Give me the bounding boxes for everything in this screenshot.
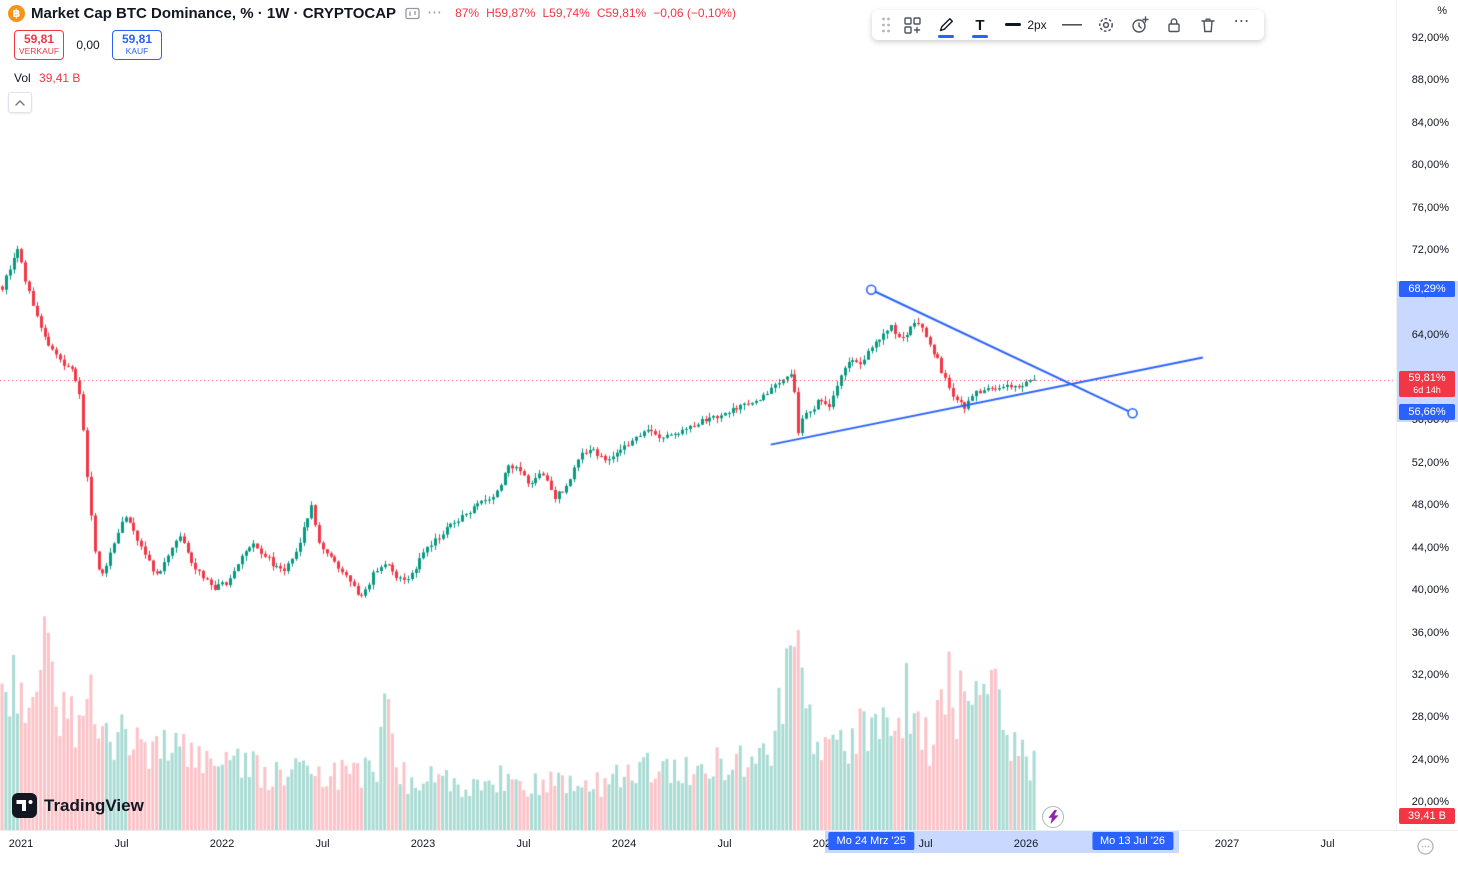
current-price-value: 59,81% [1408, 371, 1446, 384]
tradingview-logo-text: TradingView [44, 795, 144, 815]
symbol-title[interactable]: Market Cap BTC Dominance, % · 1W · CRYPT… [31, 4, 397, 22]
collapse-legend-button[interactable] [8, 92, 32, 113]
price-axis-label: 84,00% [1411, 116, 1449, 129]
toolbar-drag-handle[interactable] [879, 11, 893, 39]
time-axis-label: 2024 [611, 838, 637, 850]
drawing-toolbar: T 2px [872, 10, 1264, 40]
price-axis-label: 92,00% [1411, 32, 1449, 44]
time-axis-label: Jul [315, 838, 330, 850]
drawing-price-range-band [1397, 280, 1458, 423]
price-axis-label: 52,00% [1411, 456, 1449, 469]
price-axis-label: 28,00% [1411, 711, 1449, 724]
time-axis-label: Jul [717, 838, 732, 850]
templates-icon[interactable] [897, 11, 927, 39]
price-axis-label: 88,00% [1411, 74, 1449, 87]
text-color-swatch [972, 35, 988, 38]
trendline-end-date-badge: Mo 13 Jul '26 [1091, 832, 1174, 850]
ohlc-open: 87% [455, 6, 480, 20]
price-axis-label: 20,00% [1411, 796, 1449, 809]
time-axis[interactable]: Mo 24 Mrz '25 Mo 13 Jul '26 2021 Jul 2022 J… [0, 830, 1458, 871]
price-axis-label: 72,00% [1411, 244, 1449, 257]
order-panel: 59,81 VERKAUF 0,00 59,81 KAUF [14, 30, 162, 60]
price-axis-label: 48,00% [1411, 499, 1449, 512]
spread-value: 0,00 [76, 38, 100, 52]
buy-button[interactable]: 59,81 KAUF [112, 30, 162, 60]
time-axis-label: 2027 [1214, 838, 1240, 850]
volume-value-badge: 39,41 B [1399, 808, 1455, 824]
volume-legend: Vol 39,41 B [14, 71, 80, 85]
trendline-lower-price-badge: 56,66% [1399, 404, 1455, 421]
price-axis-label: 40,00% [1411, 584, 1449, 597]
pencil-color-icon[interactable] [931, 11, 961, 39]
symbol-legend: ฿ Market Cap BTC Dominance, % · 1W · CRY… [8, 2, 736, 24]
price-axis[interactable]: % 68,29% 59,81% 6d 14h 56,66% 39,41 B 92… [1396, 0, 1458, 830]
volume-label: Vol [14, 71, 31, 85]
line-width-label: 2px [1027, 18, 1047, 32]
sell-label: VERKAUF [18, 46, 60, 57]
time-axis-label: 2021 [8, 838, 34, 850]
price-axis-label: 80,00% [1411, 159, 1449, 172]
delete-trash-icon[interactable] [1193, 11, 1223, 39]
ohlc-values: 87% H59,87% L59,74% C59,81% −0,06 (−0,10… [455, 6, 736, 20]
bar-countdown: 6d 14h [1413, 384, 1441, 395]
price-axis-label: 64,00% [1411, 329, 1449, 342]
lightning-icon [1048, 810, 1059, 824]
time-axis-label: Jul [1320, 838, 1335, 850]
bitcoin-icon: ฿ [8, 4, 25, 22]
time-axis-label: Jul [114, 838, 129, 850]
time-axis-label: 2023 [410, 838, 436, 850]
tradingview-logo-icon [12, 793, 37, 818]
legend-more-icon[interactable]: ⋯ [427, 4, 444, 21]
price-axis-label: 44,00% [1411, 541, 1449, 554]
mini-chart-icon[interactable] [405, 7, 420, 20]
time-axis-label: 2022 [209, 838, 235, 850]
pencil-color-swatch [938, 35, 954, 38]
ohlc-low: L59,74% [542, 6, 590, 20]
line-style-icon[interactable] [1057, 11, 1087, 39]
sell-price: 59,81 [23, 32, 55, 47]
trendline-upper-price-badge: 68,29% [1399, 280, 1455, 297]
time-axis-label: Jul [918, 838, 933, 850]
sell-button[interactable]: 59,81 VERKAUF [14, 30, 64, 60]
current-price-badge: 59,81% 6d 14h [1399, 370, 1455, 397]
axis-corner-menu-icon[interactable] [1416, 837, 1435, 856]
lightning-event-marker[interactable] [1042, 806, 1065, 828]
buy-label: KAUF [125, 46, 149, 57]
price-axis-label: 76,00% [1411, 201, 1449, 214]
time-axis-label: 2026 [1013, 838, 1039, 850]
time-axis-label: Jul [516, 838, 531, 850]
lock-icon[interactable] [1159, 11, 1189, 39]
ohlc-change: −0,06 (−0,10%) [653, 6, 736, 20]
price-axis-label: 24,00% [1411, 753, 1449, 766]
price-axis-label: 36,00% [1411, 626, 1449, 639]
ohlc-close: C59,81% [596, 6, 647, 20]
add-alert-icon[interactable] [1125, 11, 1155, 39]
more-options-icon[interactable]: ⋯ [1233, 12, 1251, 30]
price-axis-unit: % [1437, 5, 1447, 17]
settings-gear-icon[interactable] [1091, 11, 1121, 39]
line-width-button[interactable]: 2px [999, 11, 1053, 39]
text-color-icon[interactable]: T [965, 11, 995, 39]
price-chart-canvas[interactable] [0, 0, 1396, 830]
price-axis-label: 32,00% [1411, 668, 1449, 681]
trendline-start-date-badge: Mo 24 Mrz '25 [828, 832, 914, 850]
ohlc-high: H59,87% [486, 6, 536, 20]
tradingview-logo[interactable]: TradingView [12, 793, 144, 818]
buy-price: 59,81 [121, 32, 153, 47]
volume-value: 39,41 B [39, 71, 81, 85]
